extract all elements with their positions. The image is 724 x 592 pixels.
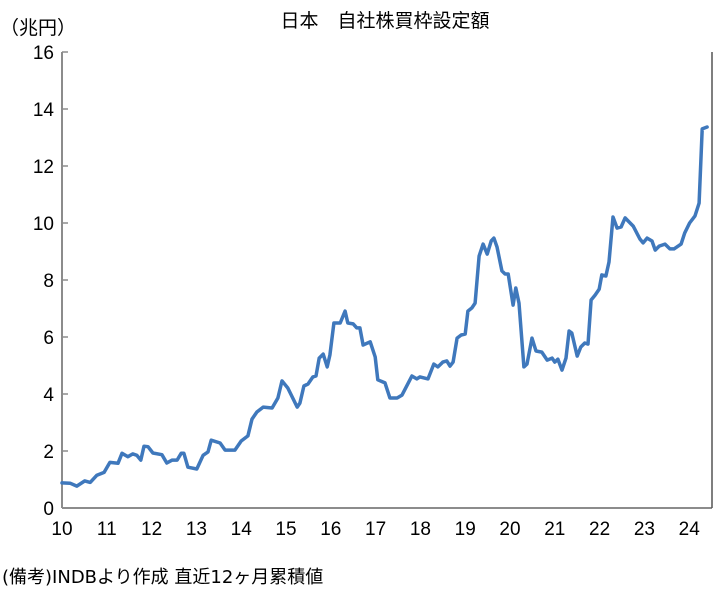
chart-title: 日本 自社株買枠設定額 bbox=[280, 10, 489, 32]
x-tick-label: 13 bbox=[186, 519, 207, 540]
x-tick-label: 12 bbox=[141, 519, 162, 540]
x-tick-label: 21 bbox=[544, 519, 565, 540]
plot-frame bbox=[61, 52, 713, 509]
y-tick-label: 4 bbox=[43, 385, 54, 406]
x-tick-label: 10 bbox=[51, 519, 72, 540]
source-note: (備考)INDBより作成 直近12ヶ月累積値 bbox=[2, 567, 323, 588]
x-tick-label: 23 bbox=[634, 519, 655, 540]
x-tick-label: 17 bbox=[365, 519, 386, 540]
x-tick-label: 22 bbox=[589, 519, 610, 540]
x-tick-label: 15 bbox=[275, 519, 296, 540]
y-tick-label: 10 bbox=[33, 214, 54, 235]
y-axis-unit-label: （兆円） bbox=[0, 17, 76, 39]
y-tick-label: 6 bbox=[43, 328, 54, 349]
x-tick-label: 18 bbox=[410, 519, 431, 540]
x-tick-label: 24 bbox=[679, 519, 701, 540]
y-tick-label: 14 bbox=[33, 100, 55, 121]
x-tick-label: 16 bbox=[320, 519, 341, 540]
y-axis: 0 2 4 6 8 10 12 14 16 bbox=[33, 43, 68, 520]
x-tick-label: 20 bbox=[499, 519, 520, 540]
x-tick-label: 14 bbox=[231, 519, 253, 540]
y-tick-label: 0 bbox=[43, 499, 54, 520]
y-tick-label: 8 bbox=[43, 271, 54, 292]
x-tick-label: 11 bbox=[97, 519, 117, 540]
y-tick-label: 12 bbox=[33, 157, 54, 178]
y-tick-label: 2 bbox=[43, 442, 54, 463]
x-axis: 10 11 12 13 14 15 16 17 18 19 20 21 22 23 24 bbox=[51, 519, 700, 540]
x-tick-label: 19 bbox=[455, 519, 476, 540]
series-group bbox=[60, 125, 709, 488]
y-tick-label: 16 bbox=[33, 43, 54, 64]
series-line bbox=[60, 125, 709, 488]
